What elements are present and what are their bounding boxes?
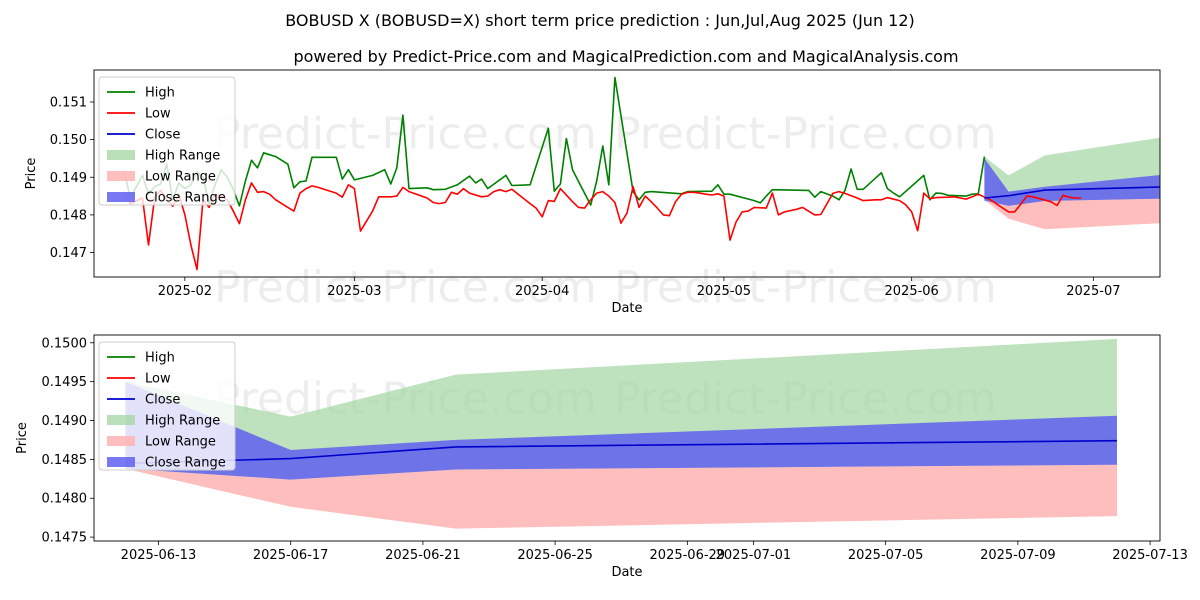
p2-ytick-label: 0.1500 bbox=[42, 336, 88, 351]
p2-low-range-band bbox=[125, 464, 1117, 529]
forecast-panel: Predict-Price.comPredict-Price.com0.1475… bbox=[15, 334, 1188, 580]
p2-xtick-label: 2025-06-17 bbox=[253, 548, 329, 563]
chart-title: BOBUSD X (BOBUSD=X) short term price pre… bbox=[285, 11, 915, 30]
p2-ytick-label: 0.1475 bbox=[42, 531, 88, 546]
p1-legend-label: Low bbox=[145, 107, 171, 122]
p1-xtick-label: 2025-07 bbox=[1066, 284, 1120, 299]
p1-xtick-label: 2025-02 bbox=[158, 284, 212, 299]
p2-xtick-label: 2025-07-09 bbox=[980, 548, 1056, 563]
p2-xtick-label: 2025-06-25 bbox=[517, 548, 593, 563]
p2-legend-label: Close bbox=[145, 393, 180, 408]
chart-subtitle: powered by Predict-Price.com and Magical… bbox=[293, 47, 958, 66]
p2-xtick-label: 2025-06-13 bbox=[121, 548, 197, 563]
p1-low-range-band bbox=[984, 198, 1160, 230]
p1-legend-label: Close bbox=[145, 128, 180, 143]
p2-ytick-label: 0.1485 bbox=[42, 453, 88, 468]
p1-xaxis-label: Date bbox=[611, 301, 642, 316]
p2-legend-label: High Range bbox=[145, 414, 220, 429]
p2-axes-frame bbox=[93, 334, 1161, 542]
p1-legend-swatch bbox=[107, 171, 135, 181]
p1-legend-swatch bbox=[107, 192, 135, 202]
p2-legend-swatch bbox=[107, 436, 135, 446]
p1-legend-label: High Range bbox=[145, 149, 220, 164]
p2-legend-label: High bbox=[145, 351, 175, 366]
p1-ytick-label: 0.147 bbox=[50, 246, 87, 261]
p1-plot-area bbox=[123, 76, 1160, 271]
p2-legend-swatch bbox=[107, 457, 135, 467]
p1-yaxis-label: Price bbox=[24, 158, 39, 190]
p2-xtick-label: 2025-06-29 bbox=[650, 548, 726, 563]
p1-xtick-label: 2025-04 bbox=[515, 284, 569, 299]
p2-xtick-label: 2025-06-21 bbox=[385, 548, 461, 563]
p2-xtick-label: 2025-07-13 bbox=[1112, 548, 1188, 563]
p1-legend-swatch bbox=[107, 150, 135, 160]
p2-xtick-label: 2025-07-05 bbox=[848, 548, 924, 563]
p1-close-line bbox=[984, 186, 1160, 199]
p1-ytick-label: 0.151 bbox=[50, 95, 87, 110]
p1-close-range-band bbox=[984, 158, 1160, 206]
p2-xtick-label: 2025-07-01 bbox=[716, 548, 792, 563]
p1-watermark: Predict-Price.com bbox=[614, 262, 997, 313]
p2-legend-label: Low Range bbox=[145, 435, 216, 450]
p2-yaxis-label: Price bbox=[15, 422, 30, 454]
p2-close-range-band bbox=[125, 381, 1117, 480]
p1-xtick-label: 2025-05 bbox=[697, 284, 751, 299]
p2-plot-area bbox=[125, 338, 1118, 529]
p2-legend-swatch bbox=[107, 415, 135, 425]
p1-watermark: Predict-Price.com bbox=[214, 262, 597, 313]
p2-xaxis-label: Date bbox=[611, 565, 642, 580]
p1-legend-label: High bbox=[145, 86, 175, 101]
p2-ytick-label: 0.1495 bbox=[42, 375, 88, 390]
p1-xtick-label: 2025-03 bbox=[327, 284, 381, 299]
history-panel: Predict-Price.com Predict-Price.com Predic… bbox=[24, 69, 1161, 316]
p2-legend-label: Close Range bbox=[145, 456, 226, 471]
p2-ytick-label: 0.1490 bbox=[42, 414, 88, 429]
p1-axes-frame bbox=[93, 69, 1161, 278]
p1-ytick-label: 0.148 bbox=[50, 208, 87, 223]
p1-legend-label: Close Range bbox=[145, 191, 226, 206]
p2-legend-label: Low bbox=[145, 372, 171, 387]
p1-ytick-label: 0.149 bbox=[50, 171, 87, 186]
p1-low-line bbox=[123, 182, 1082, 271]
p1-legend-label: Low Range bbox=[145, 170, 216, 185]
p1-watermark: Predict-Price.com bbox=[614, 109, 997, 160]
p1-xtick-label: 2025-06 bbox=[885, 284, 939, 299]
p1-ytick-label: 0.150 bbox=[50, 133, 87, 148]
p2-ytick-label: 0.1480 bbox=[42, 492, 88, 507]
